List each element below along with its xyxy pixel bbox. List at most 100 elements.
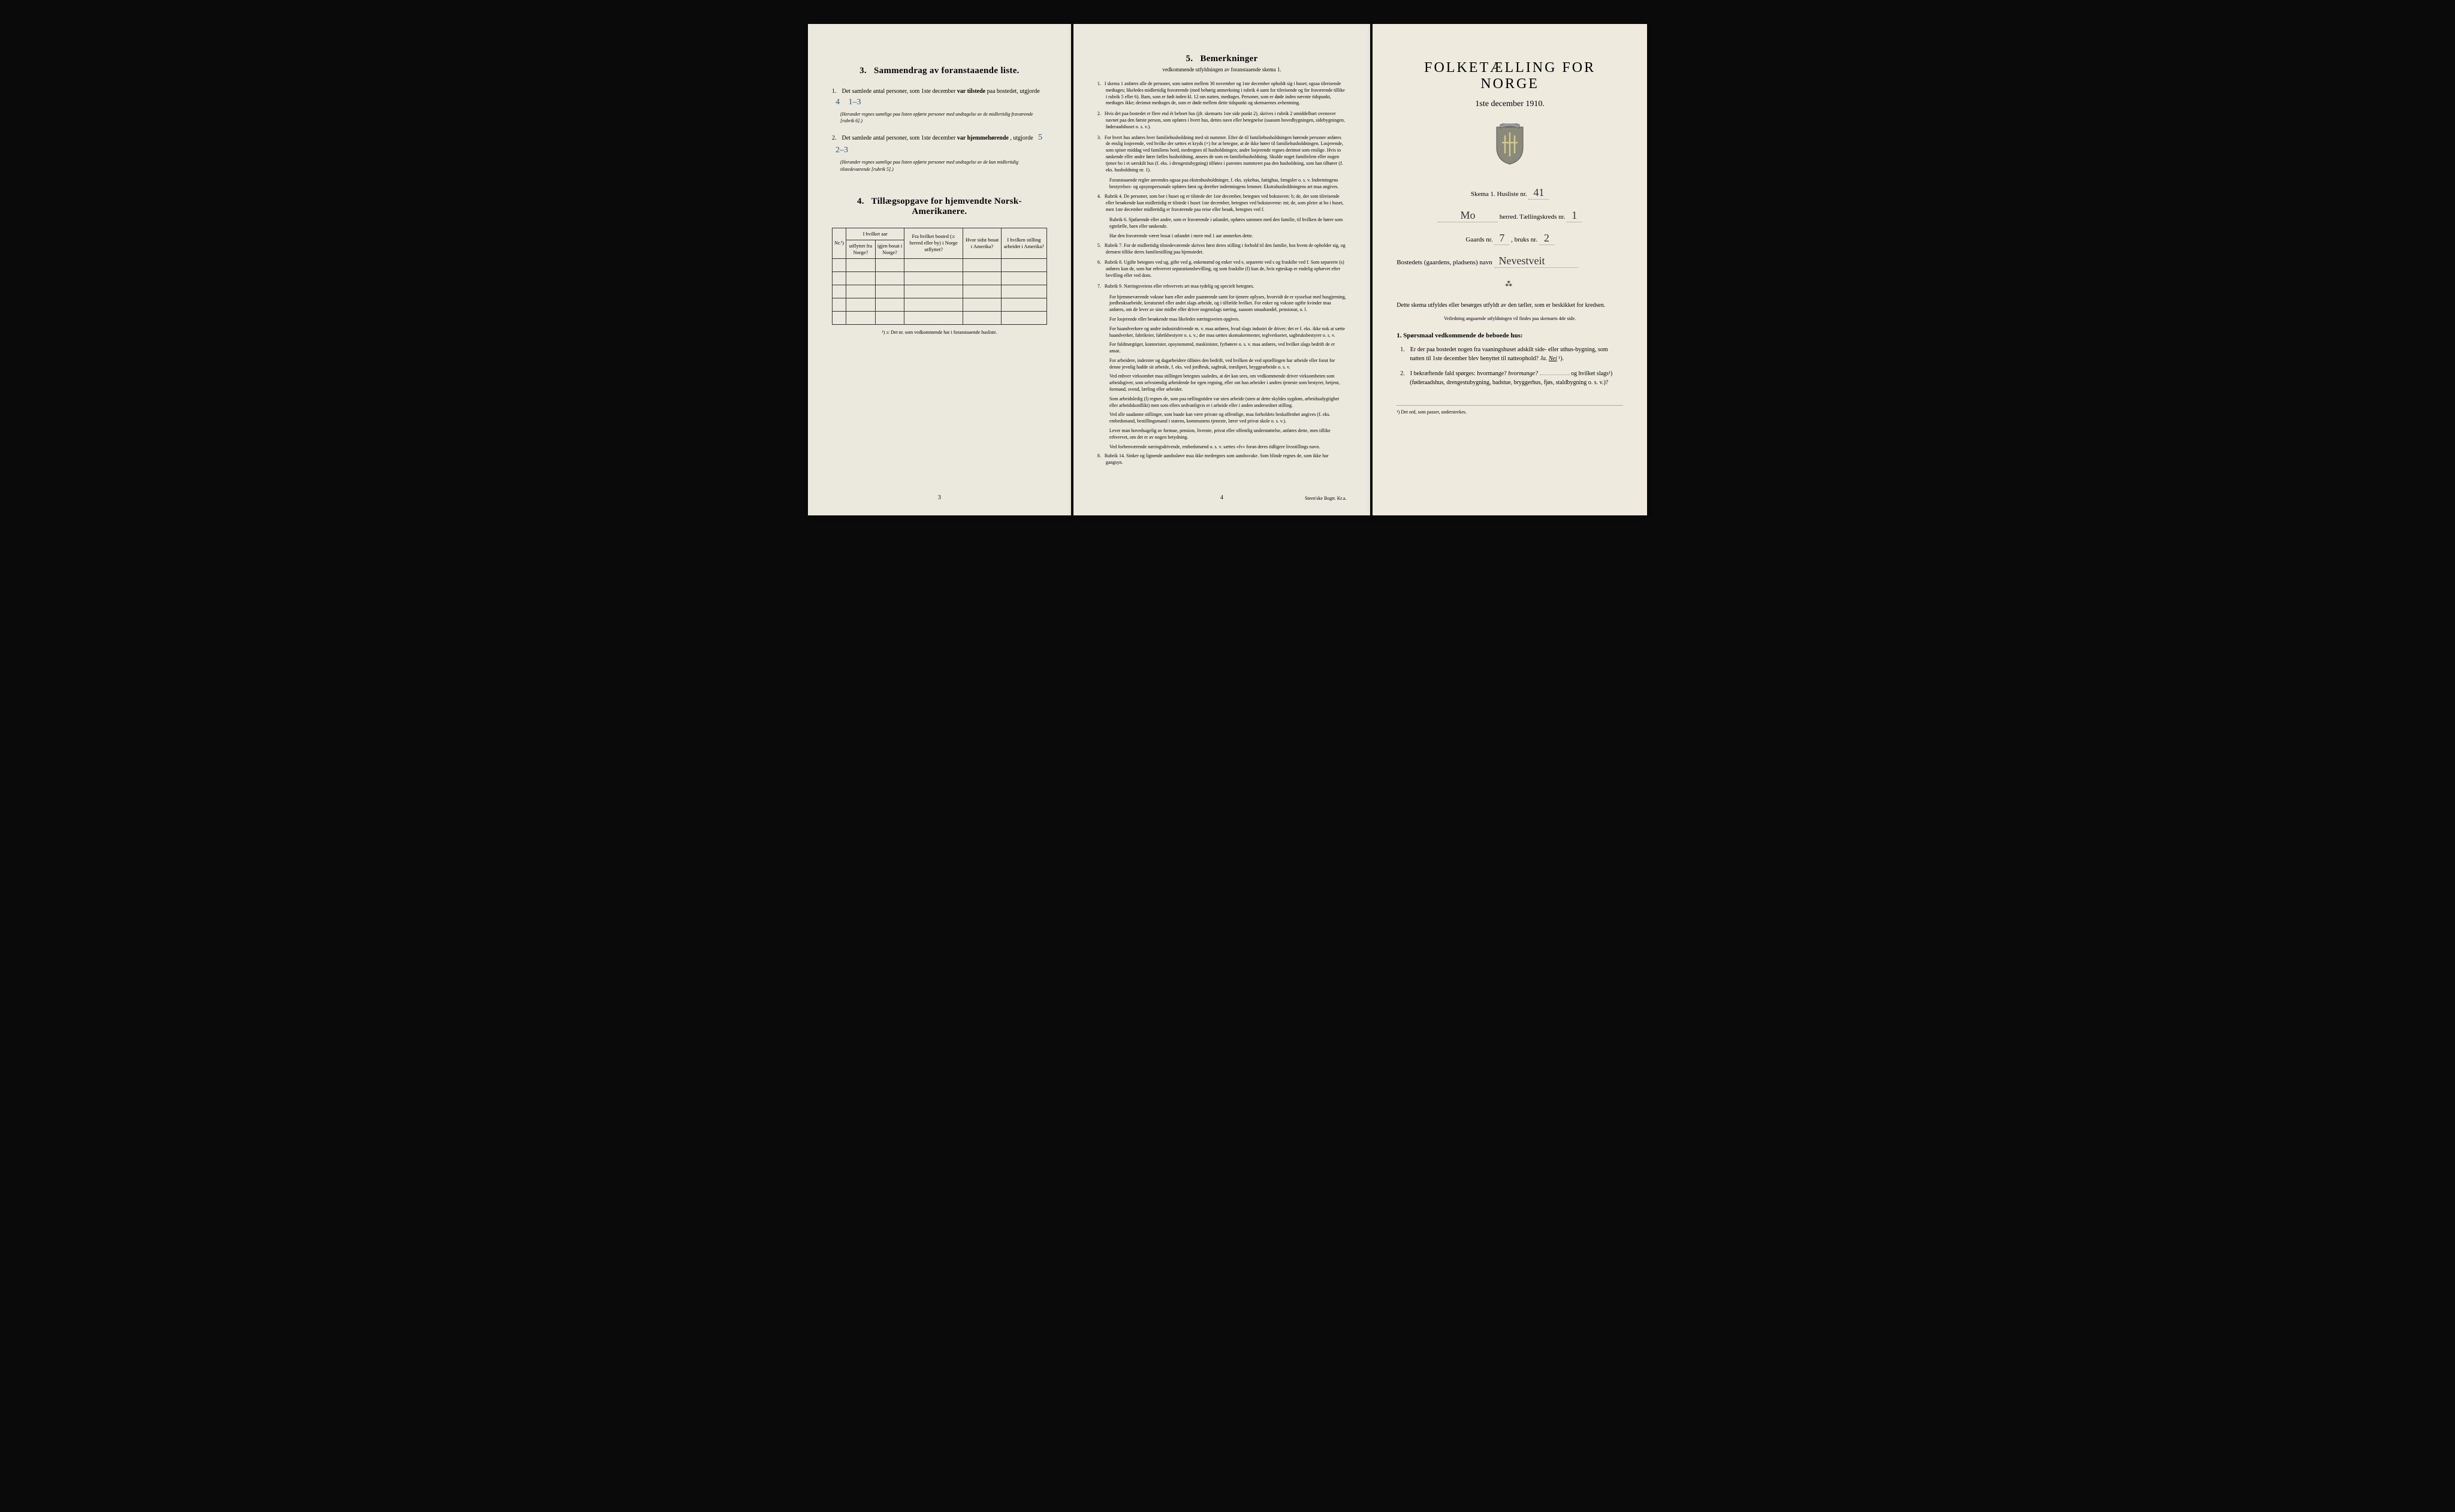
remark-3-sub: Foranstaaende regler anvendes ogsaa paa … [1097,177,1346,191]
section-3-num: 3. [859,66,867,76]
q2-num: 2. [1400,369,1409,378]
printer-note: Steen'ske Bogtr. Kr.a. [1305,496,1346,501]
gaard-value2: 2 [1539,232,1554,245]
item-2-extra: 2–3 [832,144,852,156]
table-body [833,258,1047,324]
item-2-text-a: Det samlede antal personer, som 1ste dec… [842,135,957,141]
herred-line: Mo herred. Tællingskreds nr. 1 [1397,209,1623,222]
section-4-num: 4. [857,197,864,206]
remark-7-sub10: Ved forhenværende næringsdrivende, embed… [1097,444,1346,451]
remark-7-sub3: For haandverkere og andre industridriven… [1097,326,1346,339]
item-1-value: 4 [832,96,843,108]
table-row [833,298,1047,311]
remark-2: 2.Hvis det paa bostedet er flere end ét … [1097,111,1346,130]
section-5-subtitle: vedkommende utfyldningen av foranstaaend… [1097,67,1346,73]
q1-nei: Nei [1549,355,1557,362]
remark-4-sub1: Rubrik 6. Sjøfarende eller andre, som er… [1097,217,1346,230]
item-1-text-a: Det samlede antal personer, som 1ste dec… [842,88,957,95]
table-footnote: ¹) ɔ: Det nr. som vedkommende har i fora… [832,330,1047,335]
gaard-label1: Gaards nr. [1465,236,1492,243]
remark-7-sub8: Ved alle saadanne stillinger, som baade … [1097,412,1346,425]
remark-1: 1.I skema 1 anføres alle de personer, so… [1097,81,1346,107]
q1-ja: Ja. [1540,355,1547,362]
kreds-value: 1 [1567,209,1582,222]
section-5-title: 5. Bemerkninger [1097,54,1346,64]
remark-3: 3.For hvert hus anføres hver familiehush… [1097,135,1346,174]
table-row [833,311,1047,324]
th-aar-group: I hvilket aar [846,228,904,240]
remark-7-sub4: For fuldmægtiger, kontorister, opsynsmæn… [1097,342,1346,355]
section-5-num: 5. [1186,54,1193,64]
remark-4-sub2: Har den fraværende været bosat i utlande… [1097,233,1346,240]
item-1-num: 1. [832,87,840,96]
page-4: 5. Bemerkninger vedkommende utfyldningen… [1073,24,1370,515]
remarks-list: 1.I skema 1 anføres alle de personer, so… [1097,81,1346,466]
item-2-text-b: , utgjorde [1010,135,1033,141]
document-container: 3. Sammendrag av foranstaaende liste. 1.… [808,24,1647,515]
q1-num: 1. [1400,345,1409,354]
question-2: 2. I bekræftende fald spørges: hvormange… [1397,369,1623,387]
section-3-heading: Sammendrag av foranstaaende liste. [874,66,1020,76]
gaard-line: Gaards nr. 7 , bruks nr. 2 [1397,232,1623,245]
remark-4: 4.Rubrik 4. De personer, som bor i huset… [1097,194,1346,213]
q2-text-a: I bekræftende fald spørges: hvormange? [1410,370,1508,377]
gaard-label2: , bruks nr. [1511,236,1537,243]
remark-5: 5.Rubrik 7. For de midlertidig tilstedev… [1097,243,1346,256]
page-number-4: 4 [1220,494,1223,501]
page-cover: FOLKETÆLLING FOR NORGE 1ste december 191… [1373,24,1647,515]
instruction-main: Dette skema utfyldes eller besørges utfy… [1397,301,1623,310]
table-row [833,271,1047,285]
section-4-title: 4. Tillægsopgave for hjemvendte Norsk-Am… [832,197,1047,217]
table-row [833,285,1047,298]
item-2-num: 2. [832,134,840,143]
question-1: 1. Er der paa bostedet nogen fra vaaning… [1397,345,1623,363]
th-bosted: Fra hvilket bosted (ɔ: herred eller by) … [904,228,963,258]
section-5-heading: Bemerkninger [1200,54,1257,64]
remark-7-sub5: For arbeidere, inderster og dagarbeidere… [1097,358,1346,371]
item-2-value: 5 [1035,131,1046,144]
remark-7-sub2: For losjerende eller besøkende maa likel… [1097,316,1346,323]
instruction-small: Veiledning angaaende utfyldningen vil fi… [1397,316,1623,321]
th-nr: Nr.¹) [833,228,846,258]
item-1: 1. Det samlede antal personer, som 1ste … [832,87,1047,124]
tillaeg-table: Nr.¹) I hvilket aar Fra hvilket bosted (… [832,228,1047,325]
bosted-label: Bostedets (gaardens, pladsens) navn [1397,259,1492,266]
item-2: 2. Det samlede antal personer, som 1ste … [832,131,1047,172]
section-3-title: 3. Sammendrag av foranstaaende liste. [832,66,1047,76]
remark-7-sub7: Som arbeidsledig (l) regnes de, som paa … [1097,396,1346,409]
q1-text: Er der paa bostedet nogen fra vaaningshu… [1410,346,1607,362]
page-3: 3. Sammendrag av foranstaaende liste. 1.… [808,24,1071,515]
th-bosat: igjen bosat i Norge? [875,240,904,258]
bosted-line: Bostedets (gaardens, pladsens) navn Neve… [1397,255,1623,268]
item-2-bold: var hjemmehørende [957,135,1009,141]
skema-line: Skema 1. Husliste nr. 41 [1397,186,1623,200]
remark-7-sub1: For hjemmeværende voksne barn eller andr… [1097,294,1346,313]
table-row [833,258,1047,271]
remark-6: 6.Rubrik 8. Ugifte betegnes ved ug, gift… [1097,259,1346,279]
bosted-value: Nevestveit [1494,255,1578,268]
remark-7-sub6: Ved enhver virksomhet maa stillingen bet… [1097,373,1346,393]
th-utflyttet: utflyttet fra Norge? [846,240,876,258]
coat-of-arms-icon [1397,123,1623,168]
item-2-note: (Herunder regnes samtlige paa listen opf… [832,159,1047,172]
remark-7: 7.Rubrik 9. Næringsveiens eller erhverve… [1097,283,1346,290]
footnote: ¹) Det ord, som passer, understrekes. [1397,405,1623,415]
item-1-bold: var tilstede [957,88,985,95]
section-4-heading: Tillægsopgave for hjemvendte Norsk-Ameri… [871,197,1022,216]
th-amerika: Hvor sidst bosat i Amerika? [963,228,1002,258]
th-stilling: I hvilken stilling arbeidet i Amerika? [1002,228,1047,258]
skema-label: Skema 1. Husliste nr. [1471,191,1527,198]
item-1-extra: 1–3 [845,96,865,108]
remark-7-sub9: Lever man hovedsagelig av formue, pensio… [1097,428,1346,441]
herred-label: herred. Tællingskreds nr. [1500,213,1566,221]
item-1-note: (Herunder regnes samtlige paa listen opf… [832,111,1047,124]
q1-sup: ¹). [1558,355,1564,362]
main-date: 1ste december 1910. [1397,99,1623,109]
remark-8: 8.Rubrik 14. Sinker og lignende aandsslø… [1097,453,1346,466]
questions-title: 1. Spørsmaal vedkommende de beboede hus: [1397,332,1623,339]
herred-value: Mo [1438,209,1498,222]
item-1-text-b: paa bostedet, utgjorde [987,88,1040,95]
ornament-icon: ⁂ [1397,280,1623,289]
page-number-3: 3 [938,494,941,501]
skema-value: 41 [1528,186,1549,200]
